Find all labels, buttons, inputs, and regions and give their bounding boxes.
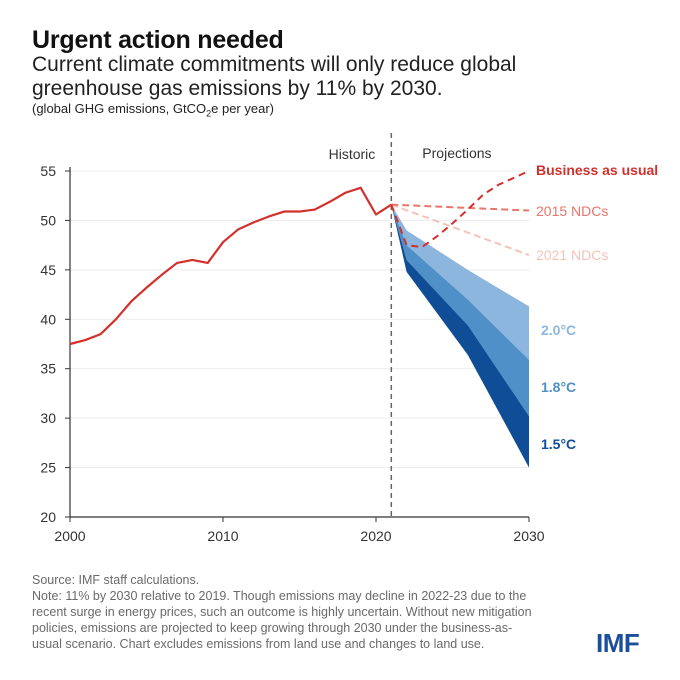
y-tick-label: 40 xyxy=(40,311,56,327)
x-tick-label: 2000 xyxy=(54,528,85,544)
y-tick-label: 50 xyxy=(40,212,56,228)
section-label-projections: Projections xyxy=(422,145,491,161)
footnote-line: recent surge in energy prices, such an o… xyxy=(32,605,532,619)
series-2021-ndcs xyxy=(390,203,530,256)
band-label: 1.8°C xyxy=(541,379,576,395)
chart-subtitle-line-1: Current climate commitments will only re… xyxy=(32,53,517,76)
series-historic xyxy=(69,186,392,346)
band-label: 2.0°C xyxy=(541,322,576,338)
band-15 xyxy=(391,204,529,468)
series-label: 2021 NDCs xyxy=(536,247,608,263)
x-tick-label: 2020 xyxy=(360,528,391,544)
footnote-line: usual scenario. Chart excludes emissions… xyxy=(32,637,485,651)
footnote-line: policies, emissions are projected to kee… xyxy=(32,621,513,635)
imf-logo: IMF xyxy=(596,628,640,658)
section-label-historic: Historic xyxy=(329,146,376,162)
y-tick-label: 20 xyxy=(40,509,56,525)
y-tick-label: 25 xyxy=(40,460,56,476)
band-18 xyxy=(391,204,529,417)
unit-label-post: e per year) xyxy=(211,101,274,116)
series-business-as-usual xyxy=(390,170,530,249)
chart-subtitle-line-2: greenhouse gas emissions by 11% by 2030. xyxy=(32,77,443,100)
source-note: Source: IMF staff calculations. xyxy=(32,573,200,587)
unit-label-sub: 2 xyxy=(206,108,212,119)
unit-label: (global GHG emissions, GtCO2e per year) xyxy=(32,101,274,119)
series-label: 2015 NDCs xyxy=(536,203,608,219)
y-tick-label: 55 xyxy=(40,163,56,179)
x-tick-label: 2010 xyxy=(207,528,238,544)
x-tick-label: 2030 xyxy=(513,528,544,544)
unit-label-pre: (global GHG emissions, GtCO xyxy=(32,101,207,116)
y-tick-label: 30 xyxy=(40,410,56,426)
chart-title: Urgent action needed xyxy=(32,26,284,54)
y-tick-label: 35 xyxy=(40,361,56,377)
chart: 20 25 30 35 40 45 50 55 2000 2010 2020 2030 2.0°C 1.8… xyxy=(40,133,658,544)
footnote-line: Note: 11% by 2030 relative to 2019. Thou… xyxy=(32,589,527,603)
series-label: Business as usual xyxy=(536,162,658,178)
band-label: 1.5°C xyxy=(541,436,576,452)
series-2015-ndcs xyxy=(391,203,530,212)
y-tick-label: 45 xyxy=(40,262,56,278)
